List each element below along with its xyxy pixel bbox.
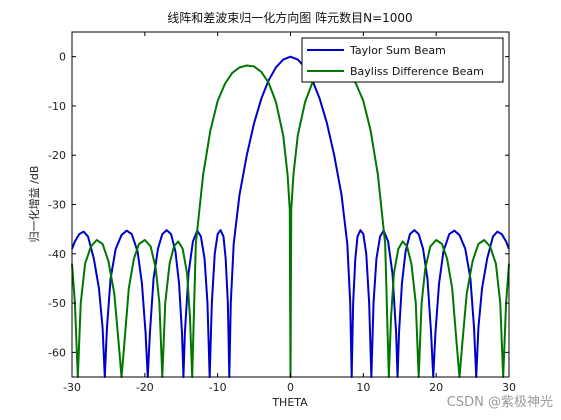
- watermark-text: CSDN @紫极神光: [447, 395, 553, 410]
- legend: Taylor Sum Beam Bayliss Difference Beam: [301, 37, 504, 83]
- x-axis-label: THETA: [271, 396, 308, 409]
- x-tick-label: 30: [502, 381, 516, 394]
- y-tick-label: -20: [48, 149, 66, 162]
- legend-entry-taylor-sum-beam: Taylor Sum Beam: [349, 44, 446, 57]
- y-tick-label: -30: [48, 199, 66, 212]
- y-tick-label: -40: [48, 248, 66, 261]
- legend-entry-bayliss-difference-beam: Bayliss Difference Beam: [350, 65, 484, 78]
- x-tick-label: 0: [287, 381, 294, 394]
- y-axis-label: 归一化增益 /dB: [27, 166, 41, 243]
- y-tick-label: 0: [59, 51, 66, 64]
- x-tick-label: -10: [209, 381, 227, 394]
- x-tick-label: 20: [429, 381, 443, 394]
- chart-title: 线阵和差波束归一化方向图 阵元数目N=1000: [167, 10, 412, 25]
- y-tick-label: -50: [48, 297, 66, 310]
- ticks-layer: -30 -20 -10 0 10 20 30 0 -10 -20 -30 -40 -50 -60: [48, 32, 516, 394]
- x-tick-label: 10: [356, 381, 370, 394]
- plot-frame: [71, 31, 510, 378]
- x-tick-label: -30: [63, 381, 81, 394]
- y-tick-label: -60: [48, 346, 66, 359]
- x-tick-label: -20: [136, 381, 154, 394]
- legend-box: [301, 37, 504, 83]
- y-tick-label: -10: [48, 100, 66, 113]
